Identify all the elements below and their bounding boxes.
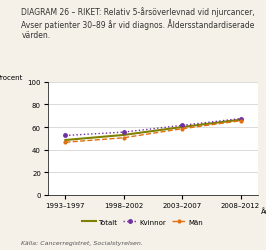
Y-axis label: Procent: Procent (0, 74, 23, 80)
Legend: Totalt, Kvinnor, Män: Totalt, Kvinnor, Män (79, 216, 206, 228)
Text: År: År (261, 208, 266, 214)
Text: DIAGRAM 26 – RIKET: Relativ 5-årsöverlevnad vid njurcancer,
Avser patienter 30–8: DIAGRAM 26 – RIKET: Relativ 5-årsöverlev… (21, 8, 255, 40)
Text: Källa: Cancerregistret, Socialstyrelsen.: Källa: Cancerregistret, Socialstyrelsen. (21, 240, 143, 245)
